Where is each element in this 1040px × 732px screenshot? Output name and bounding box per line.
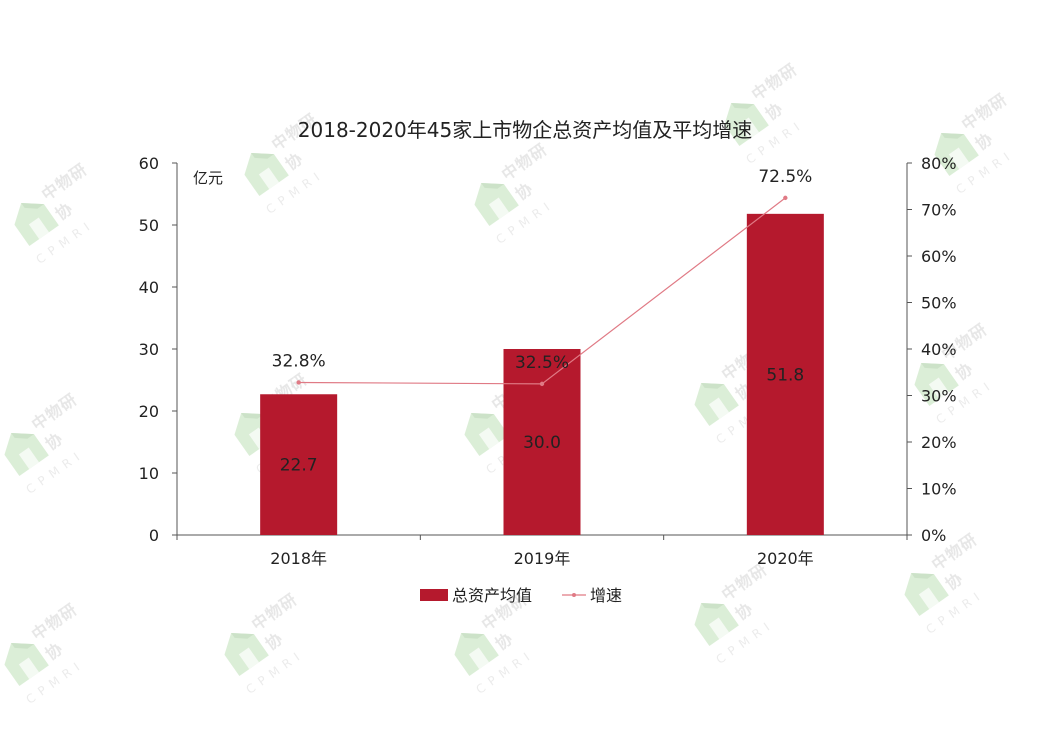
- legend-swatch-bar: [420, 589, 448, 601]
- watermark-house-icon: [4, 432, 49, 477]
- growth-value-label: 72.5%: [758, 167, 812, 187]
- unit-label: 亿元: [193, 169, 223, 187]
- growth-value-label: 32.8%: [272, 351, 326, 371]
- bar: [746, 213, 824, 535]
- legend-label-line: 增速: [590, 586, 622, 605]
- x-tick-label: 2019年: [514, 549, 571, 568]
- watermark-house-icon: [454, 632, 499, 677]
- watermark-house-icon: [724, 102, 769, 147]
- watermark-house-icon: [14, 202, 59, 247]
- left-tick-label: 50: [139, 216, 159, 235]
- watermark-house-icon: [694, 382, 739, 427]
- legend-swatch-marker: [572, 593, 576, 597]
- line-series: 32.8% 32.5% 72.5%: [272, 167, 812, 387]
- growth-point: [296, 380, 301, 385]
- bar: [503, 349, 581, 535]
- chart-title: 2018-2020年45家上市物企总资产均值及平均增速: [298, 118, 752, 142]
- right-tick-label: 50%: [921, 294, 957, 313]
- left-tick-label: 20: [139, 402, 159, 421]
- x-tick-label: 2020年: [757, 549, 814, 568]
- left-tick-label: 60: [139, 154, 159, 173]
- legend-label-bar: 总资产均值: [452, 586, 532, 605]
- right-tick-label: 30%: [921, 387, 957, 406]
- watermark-house-icon: [914, 362, 959, 407]
- watermark-house-icon: [244, 152, 289, 197]
- bar-value-label: 22.7: [280, 456, 318, 476]
- legend: 总资产均值 增速: [420, 586, 622, 605]
- watermark-house-icon: [4, 642, 49, 687]
- right-tick-label: 10%: [921, 480, 957, 499]
- growth-point: [539, 381, 545, 387]
- watermark-house-icon: [464, 412, 509, 457]
- bar-value-label: 30.0: [523, 433, 561, 453]
- bar-series: 22.7 30.0 51.8: [260, 213, 824, 535]
- left-tick-label: 0: [149, 526, 159, 545]
- axes: 0 10 20 30 40 50 60 0% 10% 20% 30% 40% 50% 60% 70% 80% 2…: [139, 154, 957, 568]
- left-tick-label: 30: [139, 340, 159, 359]
- bar: [260, 394, 338, 535]
- right-tick-label: 80%: [921, 154, 957, 173]
- growth-value-label: 32.5%: [515, 353, 569, 373]
- watermark-house-icon: [934, 132, 979, 177]
- watermark-house-icon: [224, 632, 269, 677]
- right-tick-label: 20%: [921, 433, 957, 452]
- watermark-house-icon: [694, 602, 739, 647]
- left-tick-label: 10: [139, 464, 159, 483]
- watermark-house-icon: [904, 572, 949, 617]
- right-tick-label: 0%: [921, 526, 946, 545]
- right-tick-label: 70%: [921, 201, 957, 220]
- x-tick-label: 2018年: [270, 549, 327, 568]
- right-tick-label: 40%: [921, 340, 957, 359]
- bar-value-label: 51.8: [766, 365, 804, 385]
- left-tick-label: 40: [139, 278, 159, 297]
- right-tick-label: 60%: [921, 247, 957, 266]
- watermark-house-icon: [474, 182, 519, 227]
- growth-point: [783, 195, 788, 201]
